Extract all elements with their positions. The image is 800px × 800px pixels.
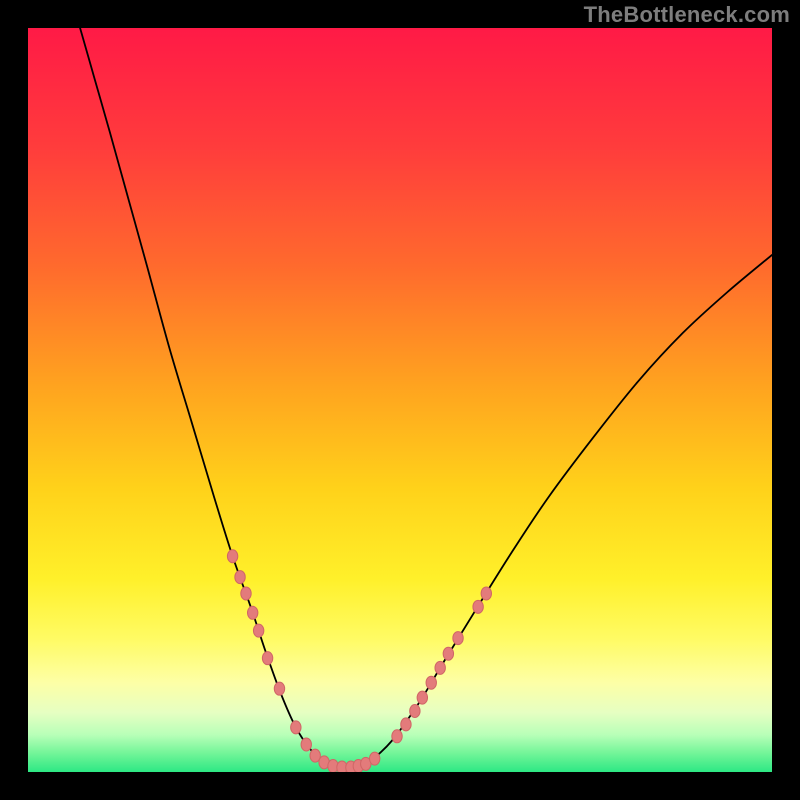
marker-point	[392, 730, 402, 743]
marker-point	[426, 676, 436, 689]
marker-point	[417, 691, 427, 704]
marker-point	[291, 721, 301, 734]
marker-point	[443, 647, 453, 660]
marker-point	[253, 624, 263, 637]
marker-point	[247, 606, 257, 619]
marker-point	[262, 652, 272, 665]
chart-svg	[0, 0, 800, 800]
watermark-text: TheBottleneck.com	[584, 2, 790, 28]
marker-point	[473, 600, 483, 613]
marker-point	[370, 752, 380, 765]
marker-point	[410, 704, 420, 717]
marker-point	[453, 632, 463, 645]
marker-point	[481, 587, 491, 600]
chart-stage: TheBottleneck.com	[0, 0, 800, 800]
marker-point	[401, 718, 411, 731]
marker-point	[301, 738, 311, 751]
plot-background-gradient	[28, 28, 772, 772]
marker-point	[235, 571, 245, 584]
marker-point	[435, 661, 445, 674]
marker-point	[241, 587, 251, 600]
marker-point	[227, 550, 237, 563]
marker-point	[274, 682, 284, 695]
